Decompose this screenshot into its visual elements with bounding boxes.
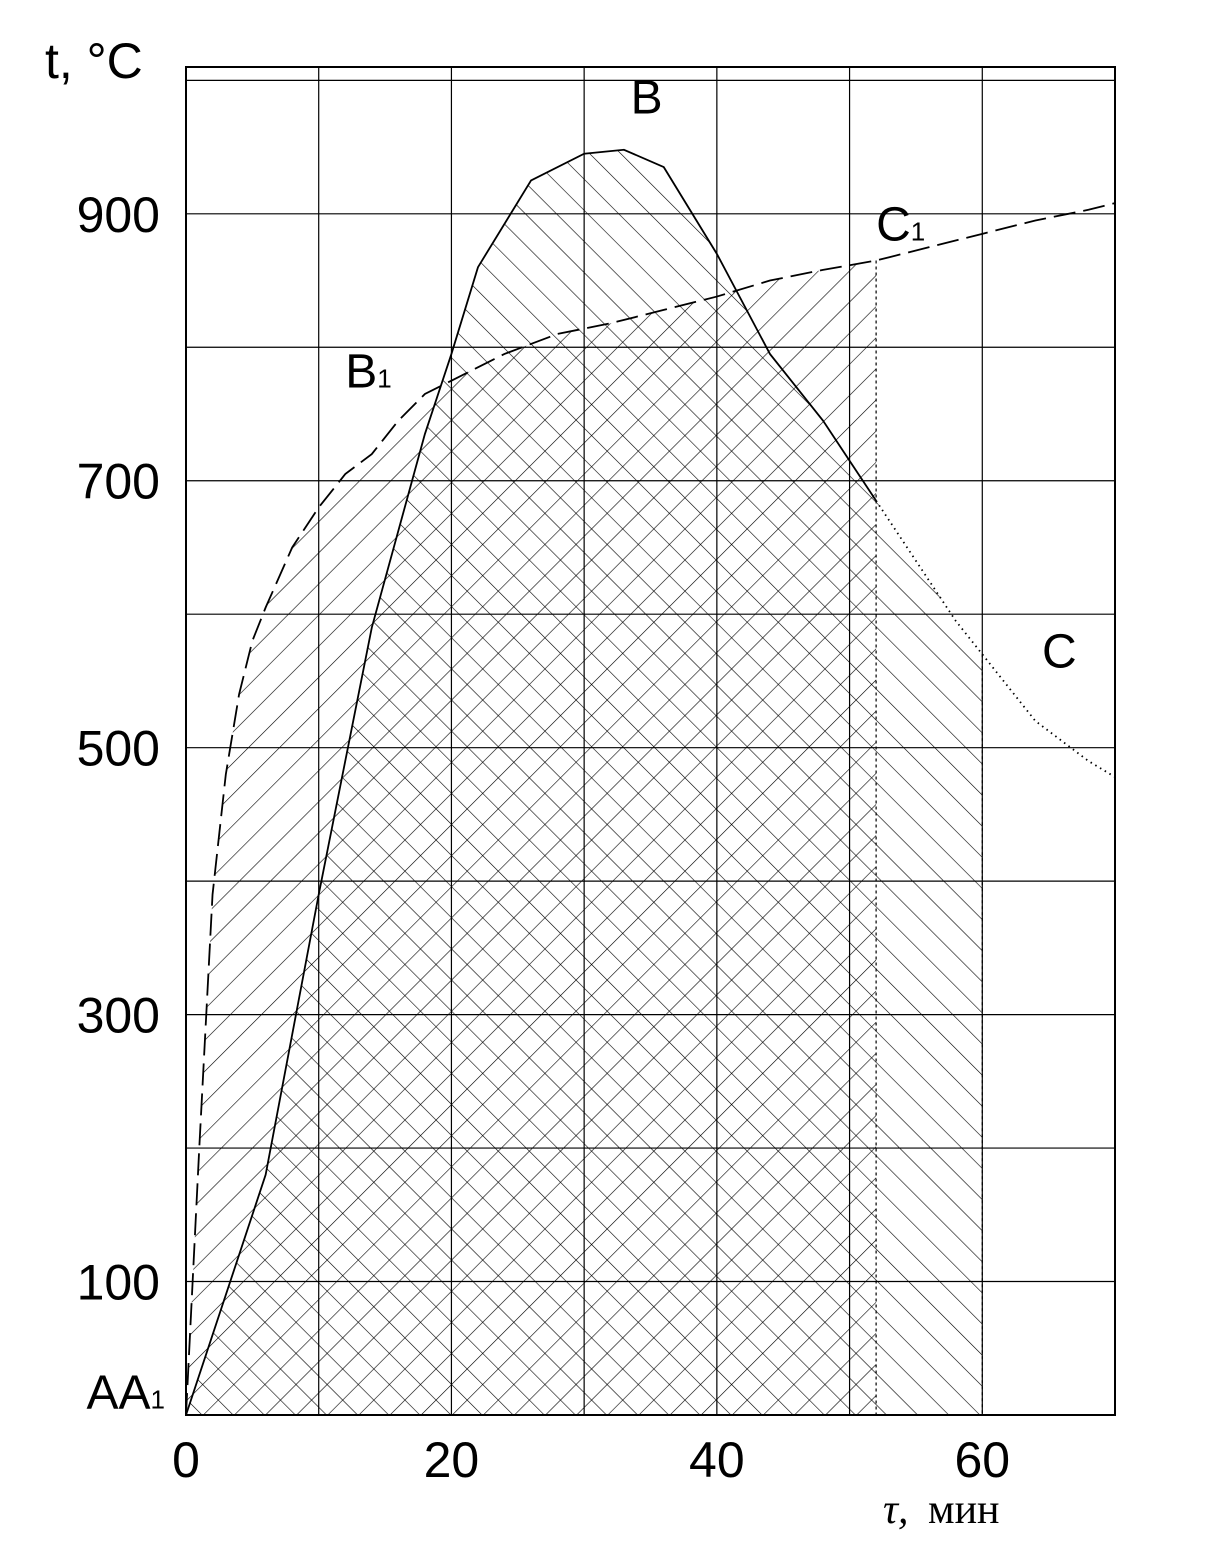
annotation-point-label: AA1 [86,1366,165,1419]
annotations: B B1 C1 C AA1 [86,72,1076,1420]
x-tick-label: 0 [172,1432,200,1488]
y-tick-label: 100 [77,1255,160,1311]
series-AB [185,148,877,1416]
x-axis-label-unit: мин [928,1487,1000,1533]
annotation-point-label: C [1042,626,1077,679]
x-tick-label: 20 [424,1432,480,1488]
hatched-areas [186,149,983,1415]
tick-labels: 0 20 40 60 100 300 500 700 900 [77,187,1011,1488]
area-abc [186,149,983,1415]
series-A1B1C1 [185,202,1116,1416]
y-tick-label: 500 [77,721,160,777]
x-axis-label-symbol: τ, [883,1487,909,1533]
x-tick-label: 60 [954,1432,1010,1488]
y-tick-label: 300 [77,988,160,1044]
annotation-point-label: C1 [876,199,925,252]
annotation-point-label: B1 [345,345,391,398]
curves [185,148,1116,1416]
y-tick-label: 700 [77,454,160,510]
annotation-point-label: B [631,72,663,125]
y-axis-label: t, °C [45,33,143,89]
x-tick-label: 40 [689,1432,745,1488]
y-tick-label: 900 [77,187,160,243]
